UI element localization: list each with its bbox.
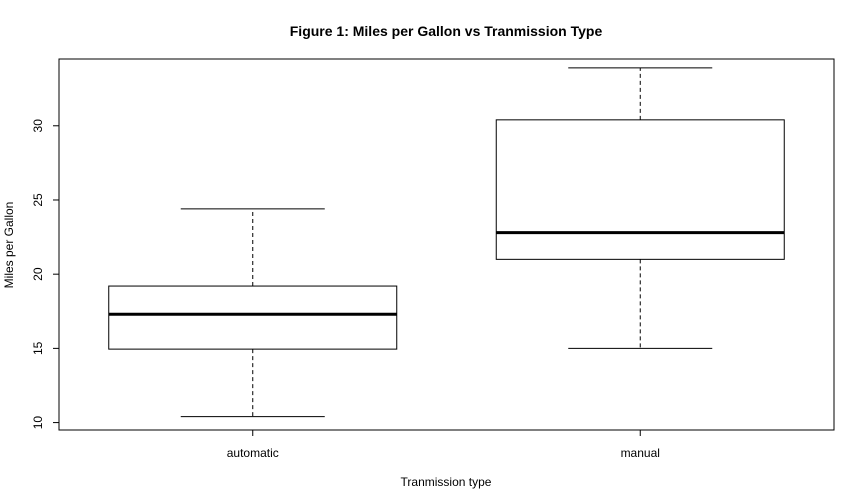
y-axis: 10 15 20 25 30 xyxy=(31,119,60,430)
box-manual xyxy=(495,67,785,349)
y-tick-label: 15 xyxy=(31,341,45,355)
x-tick-label: manual xyxy=(621,446,660,460)
y-tick-label: 20 xyxy=(31,267,45,281)
y-tick-label: 10 xyxy=(31,416,45,430)
y-axis-label: Miles per Gallon xyxy=(2,202,16,289)
iqr-box xyxy=(495,119,785,260)
box-automatic xyxy=(108,208,398,418)
x-axis: automatic manual xyxy=(227,429,660,460)
x-tick-label: automatic xyxy=(227,446,279,460)
chart-title: Figure 1: Miles per Gallon vs Tranmissio… xyxy=(290,23,603,39)
y-tick-label: 30 xyxy=(31,119,45,133)
y-tick-label: 25 xyxy=(31,193,45,207)
box-series xyxy=(108,67,785,418)
x-axis-label: Tranmission type xyxy=(401,475,492,489)
iqr-box xyxy=(108,285,398,350)
